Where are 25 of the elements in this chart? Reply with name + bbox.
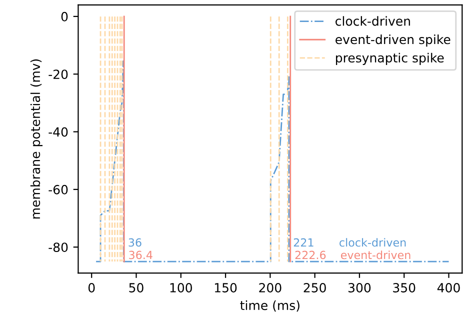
annotation: 221 [294,238,314,247]
x-tick-label: 0 [88,282,95,292]
y-tick-label: -80 [48,242,68,252]
x-tick-label: 50 [129,282,144,292]
y-tick-label: 0 [61,12,68,22]
y-tick-label: -40 [48,127,68,137]
y-tick-label: -60 [48,184,68,194]
legend-label: clock-driven [336,16,410,26]
legend-label: presynaptic spike [336,52,444,65]
annotation: 36 [128,238,142,247]
x-tick-label: 400 [437,282,460,292]
annotation: 36.4 [129,250,152,260]
x-tick-label: 350 [393,282,416,292]
y-tick-label: -20 [48,70,68,80]
legend-label: event-driven spike [336,34,450,47]
annotation: event-driven [340,250,410,260]
x-tick-label: 250 [304,282,326,292]
x-tick-label: 300 [348,282,371,292]
x-axis-title: time (ms) [240,300,300,312]
x-tick-label: 100 [170,282,192,292]
annotation: clock-driven [340,238,406,247]
x-tick-label: 200 [259,282,282,292]
annotation: 222.6 [295,250,326,260]
x-tick-label: 150 [214,282,237,292]
y-axis-title: membrane potential (mv) [30,59,43,218]
